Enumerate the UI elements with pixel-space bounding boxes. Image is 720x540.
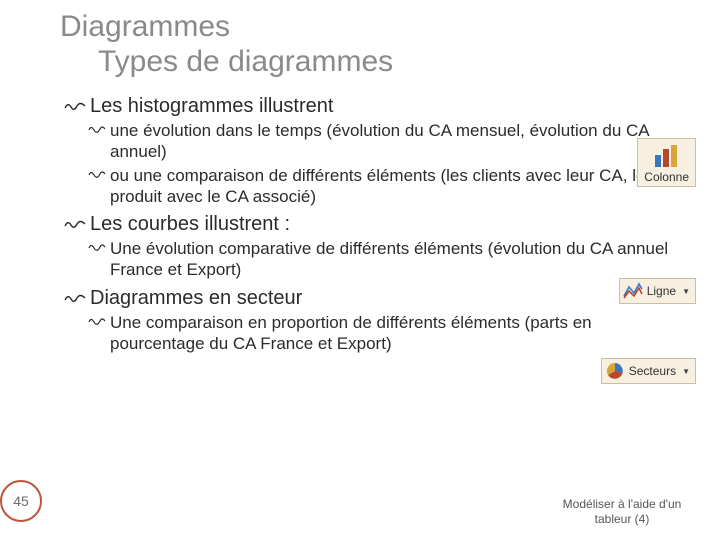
bullet-text: Une évolution comparative de différents … xyxy=(110,239,668,279)
chevron-down-icon: ▼ xyxy=(682,367,690,376)
scribble-icon xyxy=(88,241,106,253)
icon-label: Ligne xyxy=(647,284,676,298)
scribble-icon xyxy=(88,168,106,180)
pie-chart-icon xyxy=(605,362,625,380)
subbullet-evolution: une évolution dans le temps (évolution d… xyxy=(88,120,658,163)
bullet-sector: Diagrammes en secteur xyxy=(64,287,690,310)
scribble-icon xyxy=(64,217,86,231)
bullet-text: une évolution dans le temps (évolution d… xyxy=(110,121,649,161)
chart-type-line-button[interactable]: Ligne ▼ xyxy=(619,278,696,304)
page-number-badge: 45 xyxy=(0,480,42,522)
bar-chart-icon xyxy=(652,143,682,169)
bullet-histograms: Les histogrammes illustrent xyxy=(64,95,690,118)
page-number-text: 45 xyxy=(13,493,29,509)
bullet-text: ou une comparaison de différents élément… xyxy=(110,166,654,206)
bullet-text: Une comparaison en proportion de différe… xyxy=(110,313,592,353)
scribble-icon xyxy=(64,99,86,113)
icon-label: Colonne xyxy=(644,170,689,184)
scribble-icon xyxy=(64,291,86,305)
line-chart-icon xyxy=(623,282,643,300)
scribble-icon xyxy=(88,315,106,327)
chart-type-sector-button[interactable]: Secteurs ▼ xyxy=(601,358,696,384)
bullet-text: Les histogrammes illustrent xyxy=(90,95,333,117)
footer-citation: Modéliser à l'aide d'un tableur (4) xyxy=(552,497,692,526)
subbullet-proportion: Une comparaison en proportion de différe… xyxy=(88,312,690,355)
bullet-text: Les courbes illustrent : xyxy=(90,213,290,235)
chevron-down-icon: ▼ xyxy=(682,287,690,296)
bullet-text: Diagrammes en secteur xyxy=(90,287,302,309)
bullet-curves: Les courbes illustrent : xyxy=(64,213,690,236)
subbullet-comparison: ou une comparaison de différents élément… xyxy=(88,165,690,208)
scribble-icon xyxy=(88,123,106,135)
icon-label: Secteurs xyxy=(629,364,676,378)
slide-title: Diagrammes Types de diagrammes xyxy=(60,10,690,79)
title-line1: Diagrammes xyxy=(60,10,690,45)
chart-type-column-button[interactable]: Colonne xyxy=(637,138,696,187)
subbullet-comparative-evolution: Une évolution comparative de différents … xyxy=(88,238,690,281)
title-line2: Types de diagrammes xyxy=(60,45,690,80)
